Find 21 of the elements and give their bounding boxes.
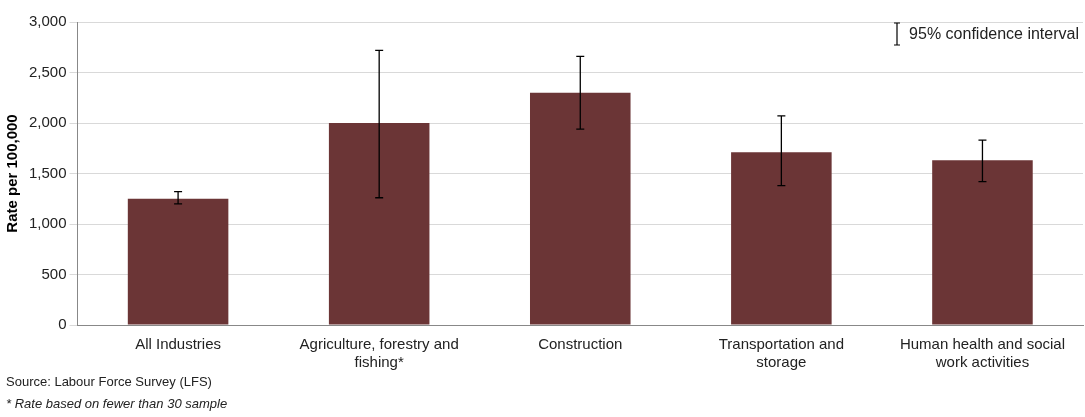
y-tick-label: 2,500 (28, 62, 67, 80)
bar (731, 152, 832, 325)
text: * Rate based on fewer than 30 sample (6, 396, 228, 411)
source-note: Source: Labour Force Survey (LFS) (6, 374, 212, 389)
annotation: 95% confidence interval (909, 25, 1079, 43)
x-tick-label: Construction (538, 335, 623, 353)
y-tick-label: 0 (58, 315, 67, 333)
bar (127, 198, 229, 325)
y-tick-label: 1,500 (28, 163, 67, 181)
bar (932, 160, 1033, 325)
y-tick-label: 2,000 (28, 113, 67, 131)
x-tick-label: Agriculture, forestry and fishing* (299, 335, 459, 371)
bar (328, 123, 430, 325)
y-tick-label: 500 (41, 264, 67, 282)
x-tick-label: Human health and social work activities (899, 335, 1066, 371)
x-tick-label: All Industries (135, 335, 222, 353)
y-axis-title: Rate per 100,000 (3, 114, 21, 233)
bar (530, 92, 631, 325)
y-tick-label: 3,000 (28, 12, 67, 30)
x-tick-label: Transportation and storage (718, 335, 845, 371)
y-tick-label: 1,000 (28, 214, 67, 232)
